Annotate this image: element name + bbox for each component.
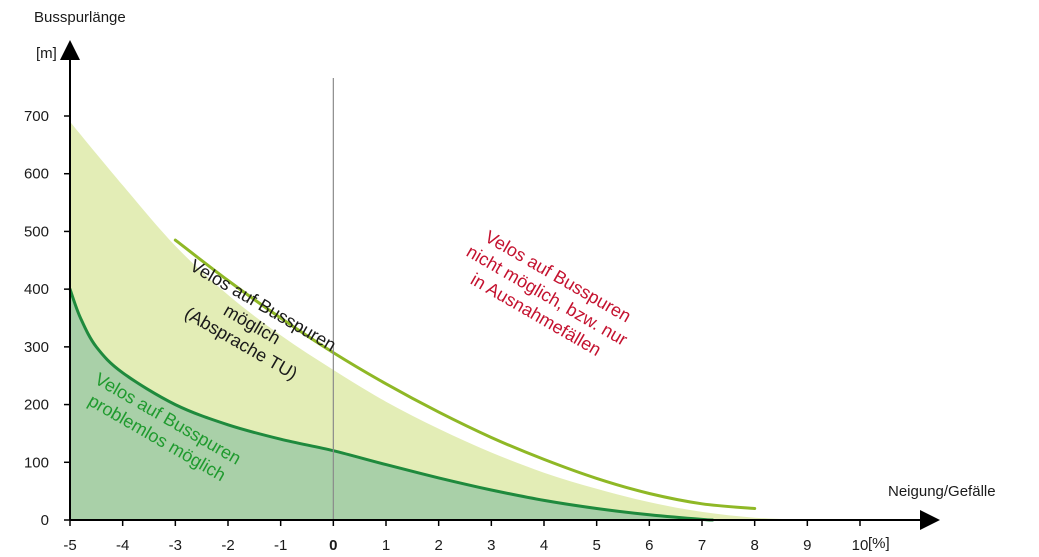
y-tick-label: 200 xyxy=(24,397,49,414)
y-tick-label: 300 xyxy=(24,339,49,356)
x-tick-label: 3 xyxy=(487,537,495,554)
x-tick-label: 2 xyxy=(434,537,442,554)
region-problem-free-area xyxy=(70,289,713,521)
x-tick-label: 9 xyxy=(803,537,811,554)
y-tick-label: 400 xyxy=(24,281,49,298)
x-tick-label: 4 xyxy=(540,537,548,554)
y-tick-label: 600 xyxy=(24,166,49,183)
curve-upper-limit xyxy=(173,238,757,510)
x-tick-label: 10 xyxy=(852,537,869,554)
x-tick-label: -1 xyxy=(274,537,287,554)
areas-layer xyxy=(70,121,808,521)
y-tick-label: 100 xyxy=(24,454,49,471)
y-axis-title: Busspurlänge xyxy=(34,9,126,26)
x-axis-unit: [%] xyxy=(868,535,890,552)
x-axis-title: Neigung/Gefälle xyxy=(888,483,996,500)
x-tick-label: -3 xyxy=(169,537,182,554)
x-tick-label: 5 xyxy=(592,537,600,554)
y-tick-label: 500 xyxy=(24,223,49,240)
x-tick-label: -4 xyxy=(116,537,129,554)
x-tick-label: 0 xyxy=(329,537,337,554)
x-tick-label: -2 xyxy=(221,537,234,554)
x-tick-label: -5 xyxy=(63,537,76,554)
x-tick-label: 8 xyxy=(750,537,758,554)
x-tick-label: 6 xyxy=(645,537,653,554)
x-tick-label: 7 xyxy=(698,537,706,554)
region-not-possible-area xyxy=(70,121,808,521)
y-axis-unit: [m] xyxy=(36,45,57,62)
y-tick-label: 0 xyxy=(41,512,49,529)
lines-layer xyxy=(68,238,757,522)
y-tick-label: 700 xyxy=(24,108,49,125)
ticks-layer: -5 -4 -3 -2 -1 0 1 2 3 4 5 6 7 8 9 10010020030040050060… xyxy=(24,108,868,554)
x-tick-label: 1 xyxy=(382,537,390,554)
curve-lower-limit xyxy=(68,287,714,522)
